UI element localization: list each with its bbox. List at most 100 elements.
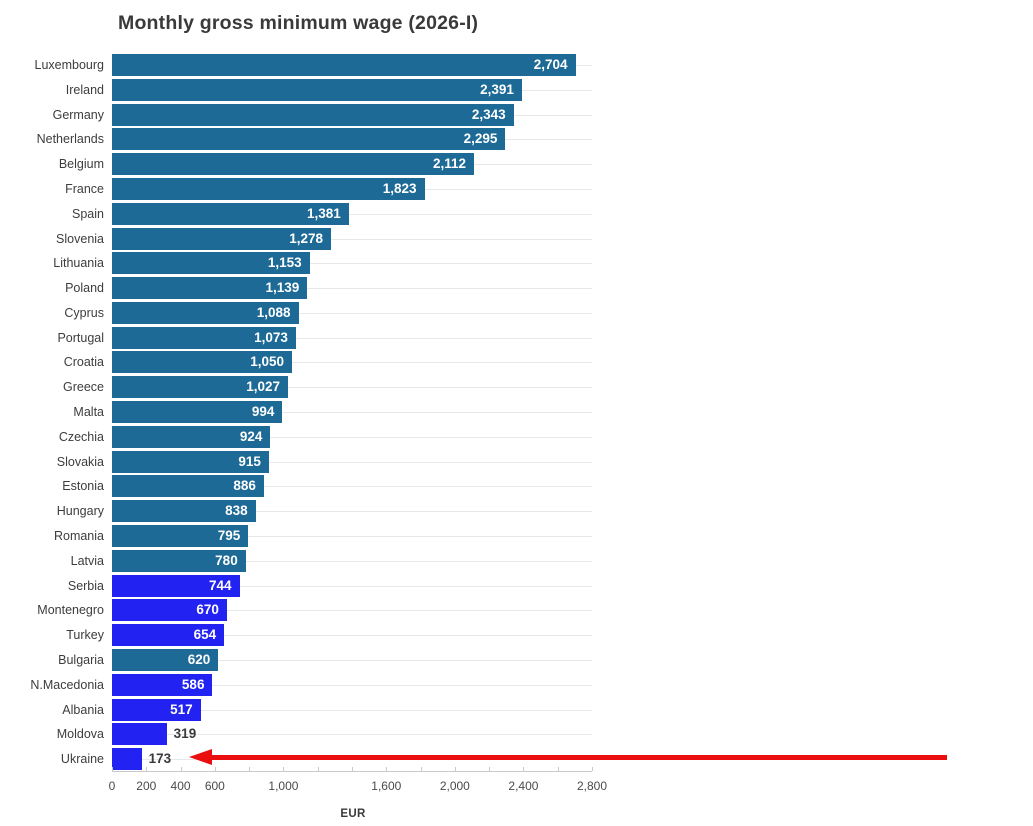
row-gridline (112, 610, 592, 612)
bar-belgium (112, 153, 475, 176)
value-label: 994 (251, 404, 275, 420)
value-label: 838 (225, 503, 248, 519)
row-gridline (112, 263, 592, 265)
bar-estonia (112, 475, 264, 498)
row-gridline (112, 734, 592, 736)
category-label: Hungary (56, 504, 104, 519)
value-label: 1,050 (250, 354, 284, 370)
bar-ireland (112, 78, 522, 101)
x-axis-tick (180, 767, 182, 771)
bar-croatia (112, 351, 292, 374)
row-gridline (112, 709, 592, 711)
value-label: 1,139 (265, 280, 300, 296)
annotation-arrow-shaft (211, 755, 947, 760)
row-gridline (112, 412, 592, 414)
category-label: Luxembourg (34, 58, 105, 72)
value-label: 620 (187, 651, 211, 667)
bar-turkey (112, 624, 225, 647)
value-label: 780 (215, 552, 238, 568)
x-tick-label: 0 (108, 779, 116, 793)
category-label: Romania (53, 529, 104, 543)
category-label: Estonia (62, 479, 104, 494)
x-axis-tick (112, 767, 113, 771)
category-label: Albania (62, 702, 104, 717)
x-axis-tick (146, 767, 148, 771)
bar-germany (112, 103, 514, 126)
x-tick-label: 2,800 (576, 779, 608, 793)
x-axis-tick (489, 767, 491, 771)
category-label: Latvia (70, 553, 104, 568)
value-label: 915 (238, 453, 261, 469)
value-label: 1,088 (256, 304, 291, 320)
value-label: 1,381 (306, 205, 341, 221)
category-label: Poland (65, 281, 104, 296)
row-gridline (112, 511, 592, 513)
value-label: 1,823 (382, 180, 417, 196)
value-label: 886 (233, 478, 256, 494)
category-label: Bulgaria (58, 652, 104, 667)
row-gridline (112, 362, 592, 364)
category-label: Slovenia (56, 231, 104, 246)
bar-hungary (112, 500, 256, 523)
category-label: Slovakia (56, 454, 104, 469)
x-axis-tick (249, 767, 251, 771)
bar-france (112, 177, 425, 200)
x-axis-tick (454, 767, 456, 771)
bar-poland (112, 277, 308, 300)
x-axis-tick (420, 767, 422, 771)
row-gridline (112, 486, 592, 488)
row-gridline (112, 635, 592, 637)
bar-greece (112, 376, 289, 399)
category-label: Germany (52, 107, 104, 122)
value-label: 670 (196, 602, 219, 618)
value-label: 1,278 (289, 230, 324, 246)
row-gridline (112, 659, 592, 661)
value-label: 2,295 (463, 131, 498, 147)
bar-malta (112, 401, 283, 424)
category-label: Netherlands (36, 132, 104, 147)
value-label: 654 (193, 627, 217, 643)
x-axis-line (112, 771, 592, 772)
category-label: Ireland (65, 82, 104, 97)
bar-albania (112, 698, 201, 721)
row-gridline (112, 585, 592, 587)
bar-ukraine (112, 748, 142, 771)
bar-romania (112, 525, 249, 547)
category-label: Moldova (56, 727, 104, 742)
value-label: 517 (170, 701, 193, 717)
bar-slovakia (112, 450, 269, 473)
category-label: Czechia (58, 429, 104, 444)
x-axis-tick (557, 767, 559, 771)
x-axis-title: EUR (340, 808, 366, 820)
x-axis-tick (523, 767, 525, 771)
category-label: Turkey (66, 628, 104, 643)
row-gridline (112, 536, 592, 537)
bar-n-macedonia (112, 673, 213, 696)
chart-title: Monthly gross minimum wage (2026-I) (118, 12, 479, 34)
value-label: 2,112 (433, 156, 467, 172)
x-tick-label: 1,600 (371, 779, 402, 793)
bar-netherlands (112, 128, 506, 151)
row-gridline (112, 436, 592, 438)
bar-portugal (112, 326, 296, 349)
bar-cyprus (112, 301, 299, 324)
category-label: Greece (63, 380, 104, 395)
x-tick-label: 600 (204, 779, 225, 793)
x-tick-label: 200 (136, 779, 157, 793)
category-label: France (65, 181, 104, 196)
x-tick-label: 400 (170, 779, 191, 793)
x-tick-label: 1,000 (268, 779, 299, 793)
row-gridline (112, 684, 592, 686)
bar-montenegro (112, 599, 227, 622)
x-axis-tick (214, 767, 216, 771)
category-label: Lithuania (53, 256, 104, 271)
value-label: 2,391 (480, 81, 514, 97)
row-gridline (112, 312, 592, 314)
category-label: Ukraine (60, 752, 104, 767)
annotation-arrow-head (189, 749, 212, 765)
value-label: 319 (173, 726, 197, 742)
value-label: 2,343 (471, 106, 506, 122)
category-label: Spain (72, 206, 104, 221)
